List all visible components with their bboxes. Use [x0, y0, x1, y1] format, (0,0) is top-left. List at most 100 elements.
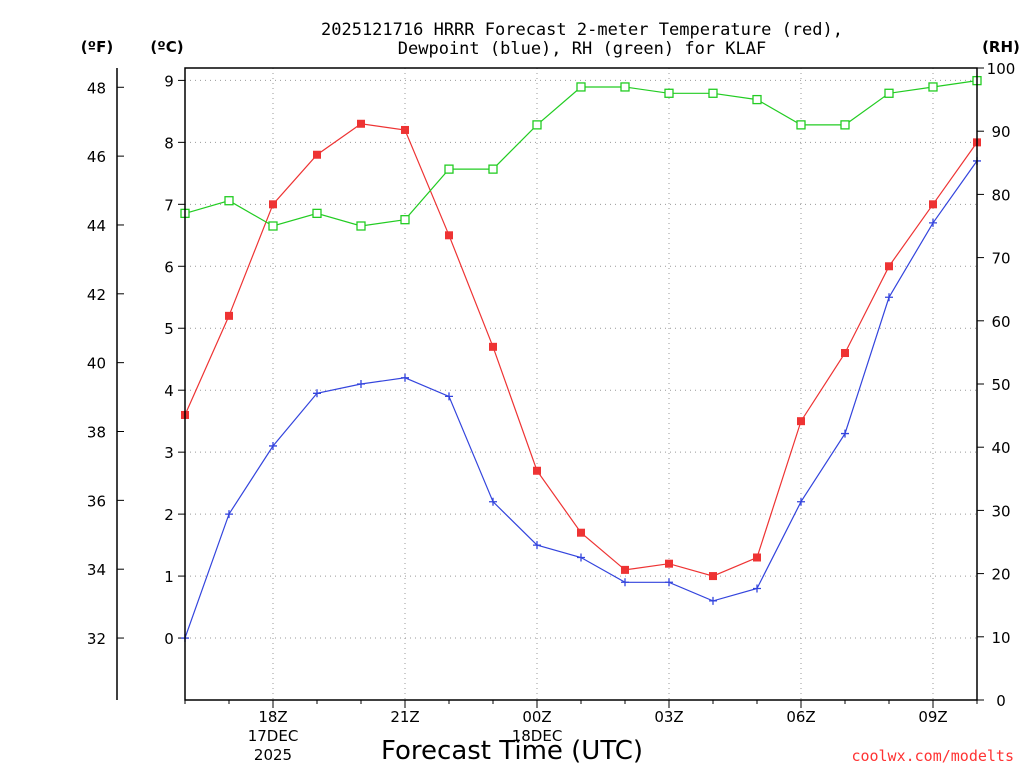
dewpoint-point — [401, 373, 409, 382]
fahrenheit-tick-label: 32 — [87, 630, 106, 648]
fahrenheit-tick-label: 38 — [87, 424, 106, 442]
rh-tick-label: 70 — [991, 250, 1010, 268]
celsius-unit-label: (ºC) — [150, 38, 183, 56]
rh-point — [752, 94, 762, 105]
rh-tick-label: 90 — [991, 123, 1010, 141]
celsius-tick-label: 1 — [164, 568, 174, 586]
dewpoint-point — [577, 553, 585, 562]
rh-tick-label: 60 — [991, 313, 1010, 331]
dewpoint-point — [445, 392, 453, 401]
fahrenheit-unit-label: (ºF) — [81, 38, 113, 56]
temperature-point — [313, 150, 321, 159]
x-tick-label: 03Z — [654, 708, 683, 726]
rh-tick-label: 10 — [991, 629, 1010, 647]
x-tick-label: 09Z — [918, 708, 947, 726]
fahrenheit-tick-label: 36 — [87, 492, 106, 510]
series-rh — [180, 75, 982, 231]
x-tick-year: 2025 — [254, 746, 292, 764]
celsius-tick-label: 3 — [164, 444, 174, 462]
temperature-point — [753, 553, 761, 562]
temperature-point — [621, 565, 629, 574]
rh-point — [664, 88, 674, 98]
rh-point — [444, 164, 454, 174]
series-temperature — [181, 119, 981, 581]
rh-point — [400, 215, 410, 225]
celsius-tick-label: 2 — [164, 506, 174, 524]
dewpoint-point — [929, 218, 937, 227]
celsius-tick-label: 5 — [164, 320, 174, 338]
dewpoint-point — [709, 596, 717, 605]
celsius-tick-label: 9 — [164, 72, 174, 90]
temperature-point — [709, 572, 717, 581]
x-tick-label: 00Z — [522, 708, 551, 726]
rh-tick-label: 100 — [987, 60, 1016, 78]
rh-point — [928, 82, 938, 92]
celsius-tick-label: 7 — [164, 196, 174, 214]
x-tick-label: 06Z — [786, 708, 815, 726]
temperature-point — [841, 349, 849, 358]
dewpoint-point — [269, 441, 277, 450]
rh-point — [488, 164, 498, 174]
dewpoint-point — [885, 293, 893, 302]
rh-tick-label: 0 — [996, 692, 1006, 710]
rh-point — [224, 196, 234, 206]
series-dewpoint — [181, 156, 981, 643]
fahrenheit-tick-label: 40 — [87, 355, 106, 373]
x-tick-label: 18Z — [258, 708, 287, 726]
celsius-tick-label: 4 — [164, 382, 174, 400]
rh-tick-label: 20 — [991, 566, 1010, 584]
dewpoint-point — [357, 380, 365, 388]
celsius-axis: 0 1 2 3 4 5 6 7 8 9 — [164, 72, 185, 648]
fahrenheit-axis: 32 34 36 38 40 42 44 46 48 — [87, 79, 124, 648]
dewpoint-point — [489, 497, 497, 506]
rh-point — [576, 82, 586, 92]
fahrenheit-tick-label: 42 — [87, 286, 106, 304]
temperature-point — [797, 417, 805, 426]
rh-point — [840, 120, 850, 130]
series-line — [184, 123, 978, 577]
temperature-point — [225, 311, 233, 320]
rh-point — [620, 82, 630, 92]
temperature-point — [885, 262, 893, 271]
rh-point — [796, 120, 806, 130]
x-tick-label: 21Z — [390, 708, 419, 726]
celsius-tick-label: 8 — [164, 134, 174, 152]
rh-point — [356, 221, 366, 231]
celsius-tick-label: 6 — [164, 258, 174, 276]
rh-tick-label: 40 — [991, 439, 1010, 457]
credit-text: coolwx.com/modelts — [851, 747, 1014, 765]
temperature-point — [489, 342, 497, 351]
rh-point — [708, 88, 718, 98]
dewpoint-point — [313, 389, 321, 398]
dewpoint-point — [225, 510, 233, 519]
plot-frame — [184, 67, 978, 701]
temperature-point — [665, 559, 673, 568]
grid — [185, 68, 977, 700]
rh-point — [312, 208, 322, 219]
rh-point — [884, 88, 894, 98]
series-line — [184, 160, 978, 639]
rh-tick-label: 50 — [991, 376, 1010, 394]
temperature-point — [445, 231, 453, 240]
fahrenheit-tick-label: 34 — [87, 561, 106, 579]
dewpoint-point — [841, 429, 849, 438]
dewpoint-point — [753, 584, 761, 593]
dewpoint-point — [797, 497, 805, 506]
rh-point — [268, 221, 278, 231]
x-axis-title: Forecast Time (UTC) — [381, 736, 643, 766]
temperature-point — [269, 200, 277, 209]
celsius-tick-label: 0 — [164, 630, 174, 648]
temperature-point — [929, 200, 937, 209]
fahrenheit-tick-label: 44 — [87, 217, 106, 235]
dewpoint-point — [533, 541, 541, 550]
series-layer — [180, 75, 982, 643]
chart-title-line1: 2025121716 HRRR Forecast 2-meter Tempera… — [321, 20, 843, 40]
chart-title-line2: Dewpoint (blue), RH (green) for KLAF — [398, 39, 766, 59]
fahrenheit-tick-label: 48 — [87, 79, 106, 97]
fahrenheit-tick-label: 46 — [87, 148, 106, 166]
x-tick-date: 17DEC — [248, 727, 299, 745]
temperature-point — [533, 466, 541, 475]
temperature-point — [401, 125, 409, 134]
